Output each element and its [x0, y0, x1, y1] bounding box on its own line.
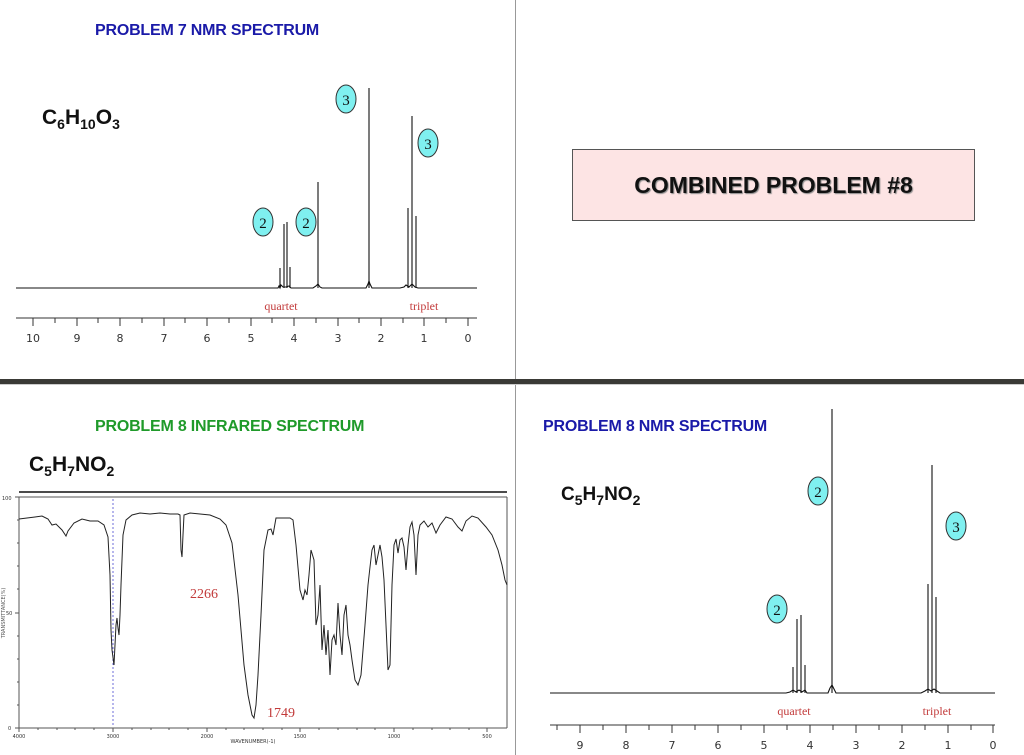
svg-text:2: 2: [814, 485, 822, 501]
svg-text:3: 3: [342, 93, 350, 109]
horizontal-divider: [0, 379, 1024, 384]
element: O: [90, 453, 107, 476]
vertical-divider: [515, 0, 516, 755]
ir-annotation-2266: 2266: [190, 587, 218, 602]
problem7-nmr-title: PROBLEM 7 NMR SPECTRUM: [95, 22, 320, 39]
problem8-nmr-chart: 2 2 3 quartet triplet 9 8 7 6: [550, 409, 997, 752]
triplet-label: triplet: [923, 704, 952, 718]
subscript: 10: [80, 116, 96, 132]
svg-text:5: 5: [248, 332, 255, 345]
ppm-tick-labels: 10 9 8 7 6 5 4 3 2 1 0: [26, 332, 472, 345]
nmr-peaks: [550, 409, 995, 694]
svg-text:2: 2: [302, 216, 310, 232]
svg-text:0: 0: [465, 332, 472, 345]
element: N: [604, 484, 618, 505]
element: H: [582, 484, 597, 505]
svg-text:9: 9: [74, 332, 81, 345]
ppm-tick-labels: 9 8 7 6 5 4 3 2 1 0: [577, 739, 997, 752]
svg-text:1: 1: [945, 739, 952, 752]
svg-text:2: 2: [378, 332, 385, 345]
svg-text:7: 7: [669, 739, 676, 752]
integration-bubble: 3: [945, 511, 967, 541]
svg-text:4: 4: [291, 332, 298, 345]
triplet-label: triplet: [410, 299, 439, 313]
element: C: [42, 106, 58, 129]
ir-trace: [18, 512, 508, 720]
svg-text:1: 1: [421, 332, 428, 345]
element: O: [95, 106, 113, 129]
svg-text:4000: 4000: [13, 734, 26, 740]
element: C: [561, 484, 575, 505]
ppm-axis: [550, 724, 995, 733]
problem7-formula: C6H10O3: [42, 106, 120, 132]
integration-bubble: 3: [417, 128, 439, 158]
subscript: 5: [574, 492, 583, 508]
combined-problem-text: COMBINED PROBLEM #8: [634, 171, 913, 198]
svg-text:9: 9: [577, 739, 584, 752]
element: H: [51, 453, 68, 476]
svg-text:3: 3: [424, 137, 432, 153]
subscript: 7: [67, 463, 75, 479]
svg-text:4: 4: [807, 739, 814, 752]
svg-text:3: 3: [853, 739, 860, 752]
svg-text:5: 5: [761, 739, 768, 752]
subscript: 5: [44, 463, 52, 479]
svg-text:500: 500: [482, 734, 492, 740]
integration-bubble: 2: [295, 207, 317, 237]
quartet-label: quartet: [777, 704, 811, 718]
ir-frame: [18, 496, 508, 729]
svg-text:6: 6: [204, 332, 211, 345]
svg-text:1500: 1500: [294, 734, 307, 740]
subscript: 6: [57, 116, 65, 132]
problem8-ir-formula: C5H7NO2: [29, 453, 114, 479]
problem7-nmr-chart: 2 2 3 3 quartet triplet: [16, 84, 477, 345]
subscript: 3: [112, 116, 120, 132]
ir-x-ticks: [18, 728, 488, 732]
integration-bubble: 2: [766, 594, 788, 624]
ir-annotation-1749: 1749: [267, 706, 295, 721]
svg-text:3000: 3000: [107, 734, 120, 740]
horizontal-divider-shadow: [0, 384, 1024, 385]
svg-text:2: 2: [773, 603, 781, 619]
svg-text:2: 2: [899, 739, 906, 752]
ir-y-axis-label: TRANSMITTANCE(%): [1, 588, 7, 640]
problem8-nmr-formula: C5H7NO2: [561, 484, 640, 508]
ir-y-tick-labels: 100 50 0: [2, 496, 12, 732]
ir-x-axis-label: WAVENUMBER(-1): [230, 739, 275, 745]
svg-text:1000: 1000: [388, 734, 401, 740]
problem8-ir-title: PROBLEM 8 INFRARED SPECTRUM: [95, 418, 365, 435]
svg-text:50: 50: [6, 611, 12, 617]
svg-text:2000: 2000: [201, 734, 214, 740]
ir-spectrum-chart: 100 50 0 TRANSMITTANCE(%) 4000 3000: [1, 491, 508, 745]
nmr-peaks: [16, 88, 477, 290]
svg-text:3: 3: [335, 332, 342, 345]
subscript: 2: [632, 492, 641, 508]
subscript: 2: [106, 463, 115, 479]
element: C: [29, 453, 45, 476]
integration-bubble: 2: [252, 207, 274, 237]
integration-bubble: 3: [335, 84, 357, 114]
svg-text:100: 100: [2, 496, 12, 502]
element: O: [617, 484, 633, 505]
problem8-nmr-title: PROBLEM 8 NMR SPECTRUM: [543, 418, 768, 435]
ir-x-tick-labels: 4000 3000 2000 1500 1000 500: [13, 734, 492, 740]
svg-text:3: 3: [952, 520, 960, 536]
ir-y-ticks: [15, 496, 19, 729]
quartet-label: quartet: [264, 299, 298, 313]
svg-text:0: 0: [990, 739, 997, 752]
integration-bubble: 2: [807, 476, 829, 506]
element: H: [64, 106, 81, 129]
subscript: 7: [596, 492, 605, 508]
svg-text:8: 8: [623, 739, 630, 752]
svg-text:6: 6: [715, 739, 722, 752]
svg-text:7: 7: [161, 332, 168, 345]
svg-text:10: 10: [26, 332, 40, 345]
svg-text:8: 8: [117, 332, 124, 345]
combined-problem-banner: COMBINED PROBLEM #8: [572, 149, 975, 221]
svg-text:2: 2: [259, 216, 267, 232]
element: N: [74, 453, 91, 476]
ppm-axis: [16, 317, 477, 326]
svg-text:0: 0: [8, 726, 11, 732]
